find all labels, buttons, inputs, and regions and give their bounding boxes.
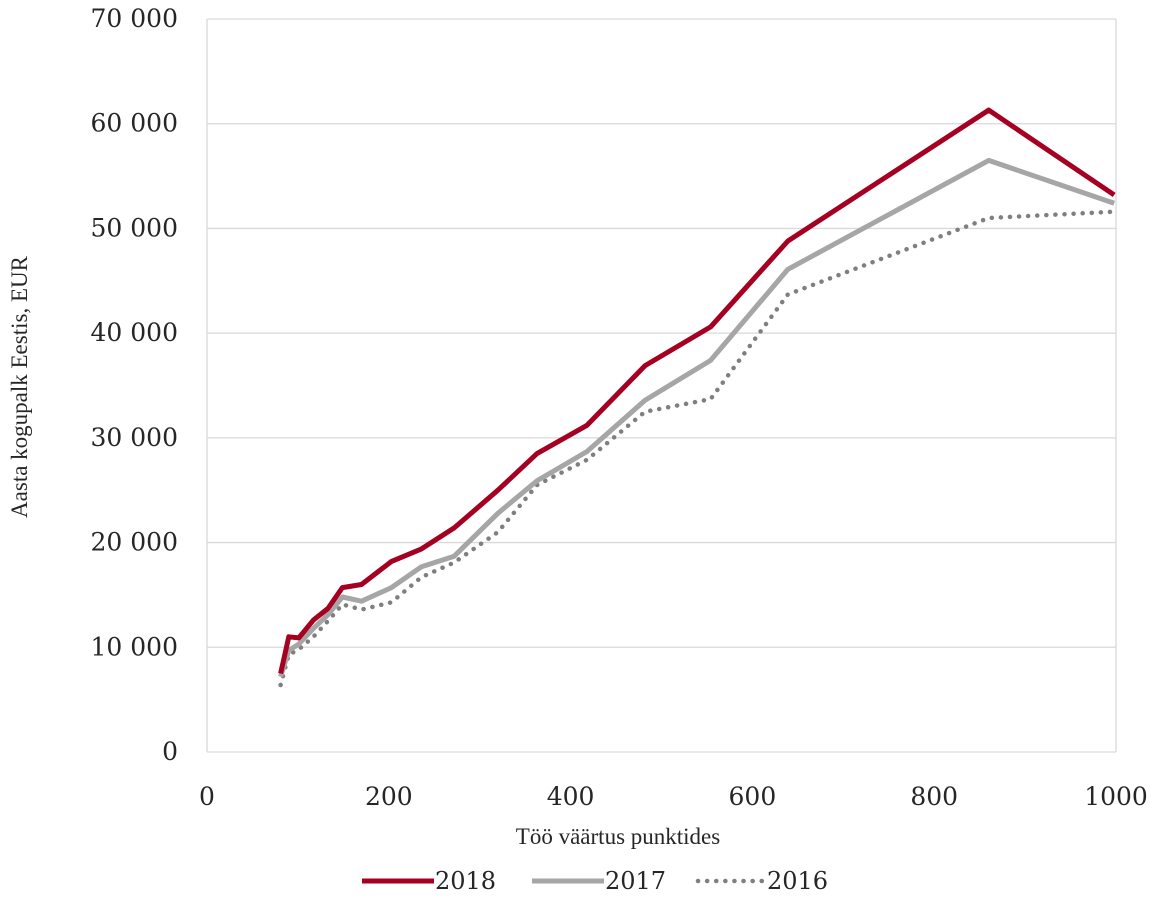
y-tick-label: 40 000 xyxy=(91,318,178,347)
legend-label-2016: 2016 xyxy=(767,867,828,895)
y-tick-label: 30 000 xyxy=(91,423,178,452)
legend-label-2018: 2018 xyxy=(435,867,496,895)
y-tick-label: 70 000 xyxy=(91,4,178,33)
y-axis: 0 10 000 20 000 30 000 40 000 50 000 60 000 70 … xyxy=(91,4,178,766)
x-tick-label: 200 xyxy=(365,782,413,811)
y-tick-label: 60 000 xyxy=(91,109,178,138)
series-line-2016 xyxy=(278,209,1117,688)
y-tick-label: 50 000 xyxy=(91,213,178,242)
grid xyxy=(206,18,1117,753)
series-line-2017 xyxy=(278,157,1116,678)
y-tick-label: 20 000 xyxy=(91,528,178,557)
x-tick-label: 600 xyxy=(729,782,777,811)
x-tick-label: 1000 xyxy=(1084,782,1148,811)
plot-area xyxy=(278,107,1117,688)
x-tick-label: 400 xyxy=(547,782,595,811)
legend: 2018 2017 2016 xyxy=(362,867,828,895)
y-tick-label: 0 xyxy=(162,737,178,766)
x-axis: 0 200 400 600 800 1000 xyxy=(199,782,1148,811)
x-tick-label: 800 xyxy=(910,782,958,811)
legend-label-2017: 2017 xyxy=(605,867,666,895)
y-axis-title: Aasta kogupalk Eestis, EUR xyxy=(7,255,32,518)
x-tick-label: 0 xyxy=(199,782,215,811)
x-axis-title: Töö väärtus punktides xyxy=(516,824,720,849)
y-tick-label: 10 000 xyxy=(91,632,178,661)
series-line-2018 xyxy=(278,107,1116,675)
